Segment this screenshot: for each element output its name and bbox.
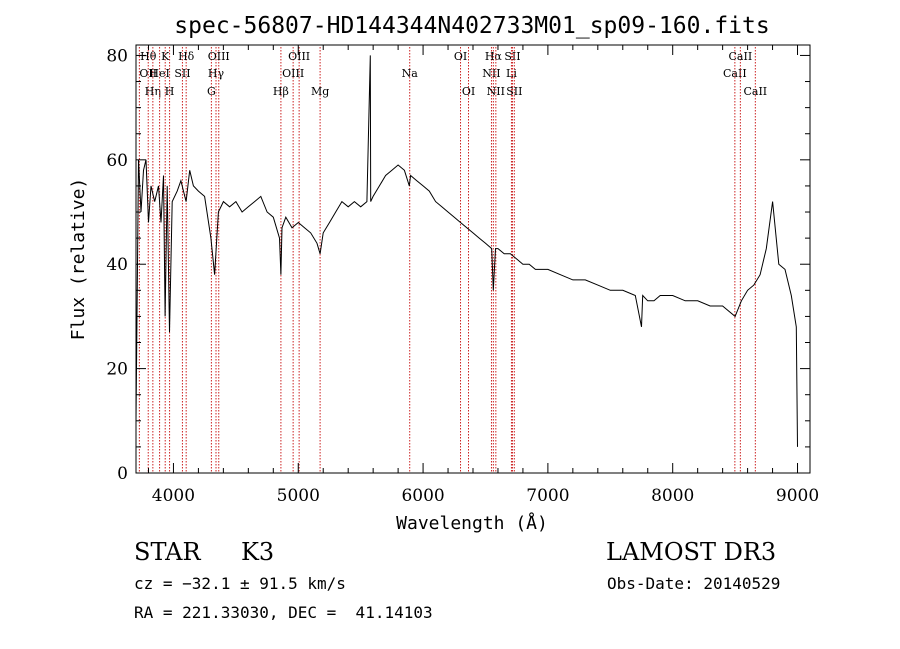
line-label: Hδ bbox=[178, 50, 195, 63]
line-label: NII bbox=[487, 85, 505, 98]
object-subclass: K3 bbox=[241, 538, 275, 566]
x-tick-label: 7000 bbox=[526, 486, 569, 506]
line-label: Mg bbox=[311, 85, 329, 98]
line-label: OI bbox=[454, 50, 467, 63]
line-label: G bbox=[207, 85, 216, 98]
line-label: OIII bbox=[288, 50, 310, 63]
series-layer bbox=[135, 55, 798, 447]
observation-date: Obs-Date: 20140529 bbox=[607, 574, 781, 593]
x-axis-label: Wavelength (Å) bbox=[396, 512, 548, 534]
y-tick-label: 40 bbox=[106, 255, 128, 275]
line-label: Hβ bbox=[273, 85, 289, 98]
x-tick-label: 9000 bbox=[776, 486, 819, 506]
survey-name: LAMOST DR3 bbox=[606, 538, 777, 566]
x-tick-label: 8000 bbox=[651, 486, 694, 506]
line-label: OIII bbox=[282, 67, 304, 80]
line-label: H bbox=[165, 85, 175, 98]
y-tick-label: 60 bbox=[106, 151, 128, 171]
line-label: Hη bbox=[145, 85, 161, 98]
line-label: HeI bbox=[149, 67, 169, 80]
line-label: CaII bbox=[743, 85, 767, 98]
line-label: SII bbox=[174, 67, 190, 80]
y-tick-label: 0 bbox=[117, 464, 128, 484]
line-label: OIII bbox=[208, 50, 230, 63]
axis-ticks: 4000 5000 6000 7000 8000 9000 0 20 40 60 80 bbox=[106, 45, 819, 506]
line-label: Hγ bbox=[208, 67, 225, 80]
chart-title: spec-56807-HD144344N402733M01_sp09-160.f… bbox=[174, 13, 769, 39]
line-label: CaII bbox=[729, 50, 753, 63]
line-label: Na bbox=[402, 67, 419, 80]
coordinates: RA = 221.33030, DEC = 41.14103 bbox=[134, 603, 433, 622]
line-label: SII bbox=[504, 50, 520, 63]
y-tick-label: 80 bbox=[106, 46, 128, 66]
line-label: NII bbox=[482, 67, 500, 80]
x-tick-label: 6000 bbox=[401, 486, 444, 506]
line-label: SII bbox=[506, 85, 522, 98]
line-label: Li bbox=[506, 67, 517, 80]
redshift-velocity: cz = −32.1 ± 91.5 km/s bbox=[134, 574, 346, 593]
line-label: Hα bbox=[485, 50, 503, 63]
y-tick-label: 20 bbox=[106, 360, 128, 380]
object-class: STAR bbox=[134, 538, 201, 566]
spectral-line-markers: OII Hθ Hη HeI K H Hδ SII G Hγ OIII Hβ OIII OIII Mg Na OI… bbox=[138, 47, 767, 473]
line-label: OII bbox=[139, 67, 157, 80]
y-axis-label: Flux (relative) bbox=[68, 178, 89, 341]
line-label: K bbox=[161, 50, 170, 63]
spectrum-line bbox=[135, 55, 798, 447]
line-label: OI bbox=[462, 85, 475, 98]
x-tick-label: 4000 bbox=[152, 486, 195, 506]
x-tick-label: 5000 bbox=[277, 486, 320, 506]
line-label: CaII bbox=[723, 67, 747, 80]
plot-frame bbox=[135, 44, 811, 474]
line-label: Hθ bbox=[140, 50, 157, 63]
